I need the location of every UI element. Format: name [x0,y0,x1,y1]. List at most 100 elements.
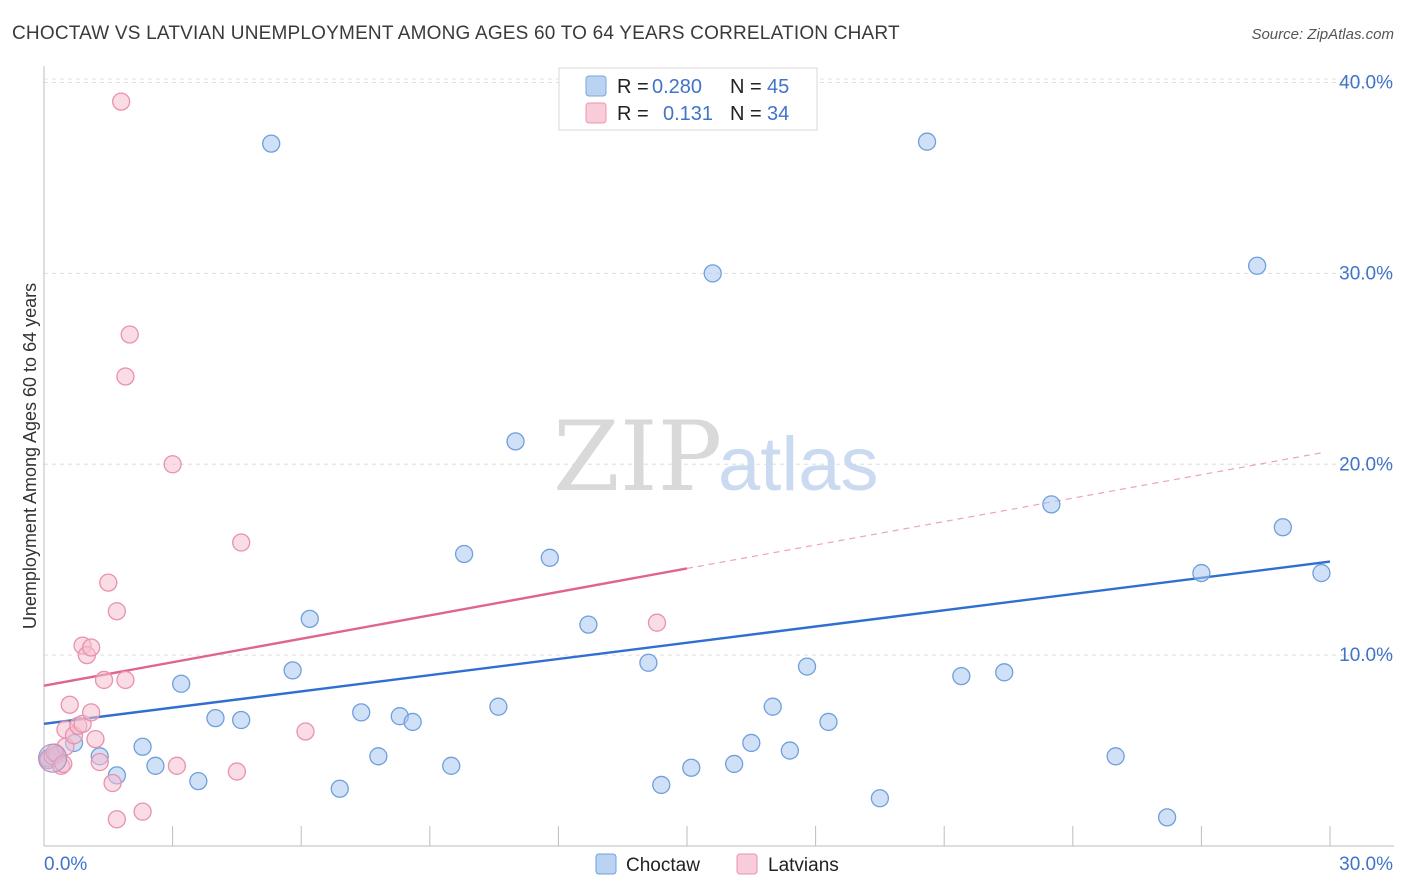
latvians-point [647,613,667,632]
latvians-point [227,762,247,781]
choctaw-point [995,663,1014,682]
trend-lines [43,452,1331,726]
latvians-point [163,455,182,474]
choctaw-point [742,733,761,753]
data-points [37,92,1331,829]
latvians-point [99,573,118,592]
choctaw-point [797,657,817,676]
latvians-point [120,325,139,344]
legend-bottom-label-choctaw: Choctaw [626,855,700,876]
choctaw-point [133,737,152,756]
legend-r-label-latvians: R = [617,103,649,125]
choctaw-point [1312,563,1331,583]
trend-line-1 [43,567,688,687]
choctaw-point [369,747,388,766]
axes [43,66,1394,847]
choctaw-point [403,712,422,732]
trend-line-0 [43,560,1331,726]
legend-top: R = 0.280 N = 45 R = 0.131 N = 34 [558,67,818,131]
legend-bottom-label-latvians: Latvians [768,855,839,876]
watermark: ZIP atlas [553,401,879,513]
latvians-point [60,695,79,714]
choctaw-point [330,779,349,798]
choctaw-point [352,703,371,722]
choctaw-point [819,712,838,732]
latvians-point [107,602,127,621]
cluster-point [37,743,68,773]
legend-bottom-swatch-latvians [736,853,758,875]
latvians-point [116,367,135,386]
latvians-point [54,754,73,774]
latvians-point [103,773,122,793]
choctaw-point [917,132,937,151]
choctaw-point [283,661,302,680]
choctaw-point [652,775,671,795]
choctaw-point [1106,747,1125,766]
choctaw-point [682,758,701,777]
y-tick-labels: 10.0% 20.0% 30.0% 40.0% [1339,73,1393,667]
choctaw-point [952,666,971,686]
choctaw-point [703,264,722,283]
latvians-point [116,670,135,690]
y-tick-label: 10.0% [1339,645,1393,666]
latvians-point [112,92,131,111]
trend-line-extension-1 [686,452,1322,570]
chart-title: CHOCTAW VS LATVIAN UNEMPLOYMENT AMONG AG… [12,23,900,44]
choctaw-point [1157,808,1177,827]
choctaw-point [1247,256,1267,275]
latvians-point [94,670,114,690]
choctaw-point [1042,495,1061,514]
latvians-point [107,810,127,829]
y-axis-label: Unemployment Among Ages 60 to 64 years [20,283,40,629]
legend-n-label-choctaw: N = [730,76,762,98]
legend-r-value-choctaw: 0.280 [652,76,702,98]
latvians-point [296,722,315,741]
choctaw-point [540,548,559,567]
choctaw-point [763,697,782,716]
legend-r-value-latvians: 0.131 [663,103,713,125]
latvians-point [167,756,187,775]
chart-source: Source: ZipAtlas.com [1251,26,1394,43]
watermark-atlas: atlas [718,422,879,507]
choctaw-point [146,756,165,775]
choctaw-point [454,544,474,564]
legend-swatch-choctaw [585,75,607,97]
choctaw-point [300,609,319,629]
choctaw-point [489,697,508,716]
choctaw-point [189,771,208,791]
legend-bottom-swatch-choctaw [595,853,617,875]
legend-swatch-latvians [585,102,607,124]
legend-n-value-latvians: 34 [767,103,789,125]
legend-n-label-latvians: N = [730,103,762,125]
latvians-point [232,533,251,552]
y-tick-label: 20.0% [1339,454,1393,475]
choctaw-point [262,134,281,153]
latvians-point [133,802,152,821]
choctaw-point [870,789,890,808]
legend-bottom: Choctaw Latvians [595,853,839,876]
latvians-point [86,729,105,749]
choctaw-point [172,674,191,693]
watermark-zip: ZIP [553,401,722,513]
x-tick-label-min: 0.0% [44,854,87,875]
choctaw-point [725,754,744,774]
choctaw-point [780,741,800,760]
choctaw-point [579,615,598,634]
latvians-point [82,638,101,657]
y-tick-label: 40.0% [1339,73,1393,94]
choctaw-point [206,708,225,728]
latvians-point [90,752,109,772]
legend-r-label-choctaw: R = [617,76,649,98]
choctaw-point [639,653,658,672]
choctaw-point [506,432,525,451]
choctaw-point [232,710,251,730]
legend-n-value-choctaw: 45 [767,76,789,98]
x-tick-label-max: 30.0% [1339,854,1393,875]
latvians-point [82,703,101,722]
choctaw-point [442,756,461,775]
y-tick-label: 30.0% [1339,263,1393,284]
choctaw-point [1192,563,1211,583]
choctaw-point [1273,518,1292,537]
gridlines [44,78,1394,656]
